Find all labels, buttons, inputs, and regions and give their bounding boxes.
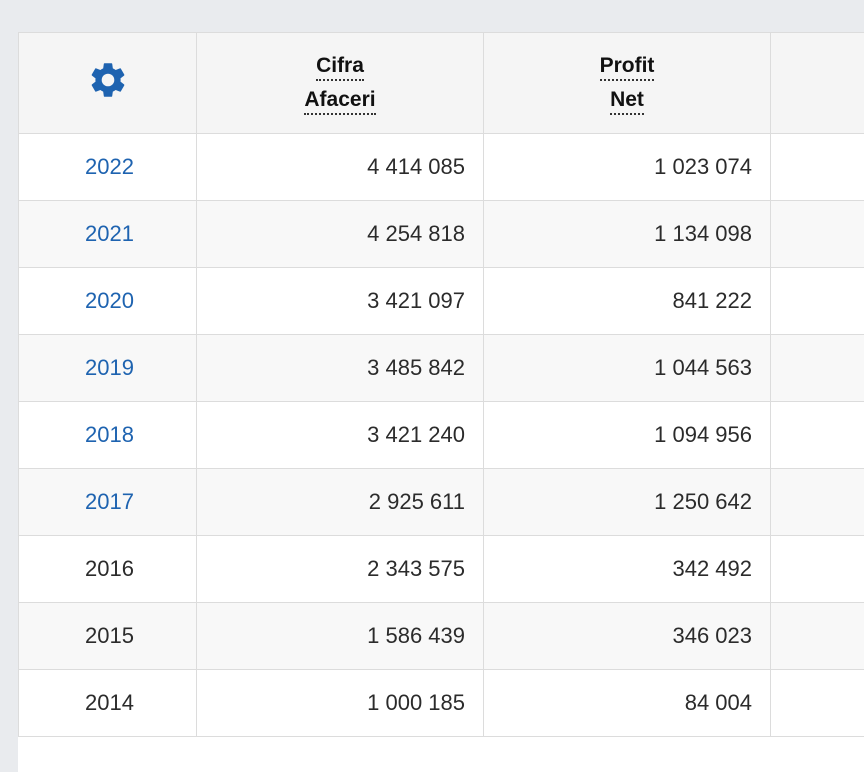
extra-cell	[771, 402, 864, 469]
extra-cell	[771, 268, 864, 335]
year-link[interactable]: 2019	[85, 355, 134, 380]
year-cell: 2021	[19, 201, 197, 268]
revenue-cell: 3 485 842	[197, 335, 484, 402]
header-profit-net-line2: Net	[610, 87, 644, 115]
revenue-cell: 1 586 439	[197, 603, 484, 670]
extra-cell	[771, 134, 864, 201]
revenue-cell: 3 421 097	[197, 268, 484, 335]
revenue-cell: 1 000 185	[197, 670, 484, 737]
profit-cell: 1 023 074	[484, 134, 771, 201]
year-cell: 2016	[19, 536, 197, 603]
year-text: 2015	[85, 623, 134, 648]
profit-cell: 841 222	[484, 268, 771, 335]
year-text: 2014	[85, 690, 134, 715]
revenue-cell: 2 343 575	[197, 536, 484, 603]
header-profit-net-line1: Profit	[600, 53, 655, 81]
extra-cell	[771, 469, 864, 536]
year-cell: 2018	[19, 402, 197, 469]
year-cell: 2014	[19, 670, 197, 737]
settings-header-cell	[19, 33, 197, 134]
header-extra-column	[771, 33, 864, 134]
profit-cell: 1 134 098	[484, 201, 771, 268]
revenue-cell: 4 254 818	[197, 201, 484, 268]
year-cell: 2017	[19, 469, 197, 536]
extra-cell	[771, 335, 864, 402]
extra-cell	[771, 670, 864, 737]
extra-cell	[771, 201, 864, 268]
year-cell: 2022	[19, 134, 197, 201]
profit-cell: 346 023	[484, 603, 771, 670]
table-header-row: Cifra Afaceri Profit Net	[19, 33, 864, 134]
extra-cell	[771, 603, 864, 670]
extra-cell	[771, 536, 864, 603]
header-cifra-afaceri-line2: Afaceri	[304, 87, 375, 115]
year-cell: 2019	[19, 335, 197, 402]
header-cifra-afaceri[interactable]: Cifra Afaceri	[197, 33, 484, 134]
year-text: 2016	[85, 556, 134, 581]
profit-cell: 1 250 642	[484, 469, 771, 536]
header-cifra-afaceri-line1: Cifra	[316, 53, 364, 81]
year-link[interactable]: 2020	[85, 288, 134, 313]
year-link[interactable]: 2017	[85, 489, 134, 514]
revenue-cell: 3 421 240	[197, 402, 484, 469]
revenue-cell: 4 414 085	[197, 134, 484, 201]
header-profit-net[interactable]: Profit Net	[484, 33, 771, 134]
gear-icon[interactable]	[87, 59, 129, 101]
profit-cell: 342 492	[484, 536, 771, 603]
profit-cell: 1 094 956	[484, 402, 771, 469]
year-cell: 2015	[19, 603, 197, 670]
year-cell: 2020	[19, 268, 197, 335]
profit-cell: 1 044 563	[484, 335, 771, 402]
year-link[interactable]: 2022	[85, 154, 134, 179]
profit-cell: 84 004	[484, 670, 771, 737]
revenue-cell: 2 925 611	[197, 469, 484, 536]
year-link[interactable]: 2021	[85, 221, 134, 246]
year-link[interactable]: 2018	[85, 422, 134, 447]
